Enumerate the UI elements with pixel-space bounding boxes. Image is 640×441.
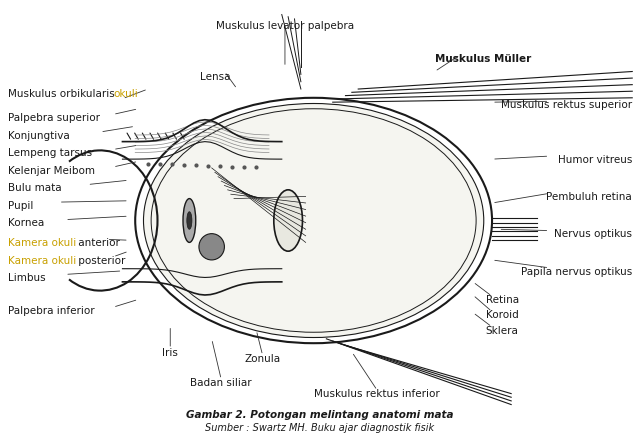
Text: posterior: posterior: [75, 255, 125, 265]
Text: Badan siliar: Badan siliar: [191, 378, 252, 388]
Text: Koroid: Koroid: [486, 310, 518, 320]
Ellipse shape: [187, 212, 192, 229]
Text: Pupil: Pupil: [8, 201, 33, 211]
Text: Palpebra inferior: Palpebra inferior: [8, 306, 94, 316]
Text: Retina: Retina: [486, 295, 519, 305]
Text: Sumber : Swartz MH. Buku ajar diagnostik fisik: Sumber : Swartz MH. Buku ajar diagnostik…: [205, 423, 435, 433]
Text: Konjungtiva: Konjungtiva: [8, 131, 70, 141]
Text: Kelenjar Meibom: Kelenjar Meibom: [8, 166, 95, 176]
Text: Iris: Iris: [163, 348, 178, 358]
Text: Palpebra superior: Palpebra superior: [8, 113, 100, 123]
Text: Sklera: Sklera: [486, 325, 518, 336]
Text: Muskulus rektus superior: Muskulus rektus superior: [501, 100, 632, 110]
Text: Nervus optikus: Nervus optikus: [554, 229, 632, 239]
Text: Bulu mata: Bulu mata: [8, 183, 61, 193]
Text: Kamera okuli: Kamera okuli: [8, 238, 76, 248]
Ellipse shape: [274, 190, 303, 251]
Text: Humor vitreus: Humor vitreus: [558, 155, 632, 165]
Text: Kamera okuli: Kamera okuli: [8, 255, 76, 265]
Text: Muskulus Müller: Muskulus Müller: [435, 54, 531, 64]
Text: Kornea: Kornea: [8, 218, 44, 228]
Circle shape: [143, 104, 484, 337]
Text: Muskulus orbikularis: Muskulus orbikularis: [8, 89, 118, 99]
Text: Lempeng tarsus: Lempeng tarsus: [8, 148, 92, 158]
Text: Muskulus rektus inferior: Muskulus rektus inferior: [314, 389, 440, 399]
Ellipse shape: [199, 234, 225, 260]
Text: Lensa: Lensa: [200, 71, 230, 82]
Text: Zonula: Zonula: [244, 354, 281, 364]
Text: anterior: anterior: [75, 238, 120, 248]
Text: Gambar 2. Potongan melintang anatomi mata: Gambar 2. Potongan melintang anatomi mat…: [186, 410, 454, 420]
Text: Muskulus levator palpebra: Muskulus levator palpebra: [216, 21, 354, 31]
Ellipse shape: [183, 198, 196, 243]
Text: Limbus: Limbus: [8, 273, 45, 283]
Text: Papila nervus optikus: Papila nervus optikus: [521, 266, 632, 277]
Text: okuli: okuli: [113, 89, 138, 99]
Text: Pembuluh retina: Pembuluh retina: [547, 192, 632, 202]
